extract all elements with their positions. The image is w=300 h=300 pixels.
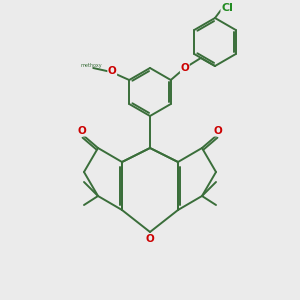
Text: methoxy: methoxy [80, 64, 102, 68]
Text: O: O [146, 234, 154, 244]
Text: O: O [108, 66, 117, 76]
Text: O: O [214, 126, 222, 136]
Text: O: O [180, 63, 189, 73]
Text: O: O [78, 126, 86, 136]
Text: Cl: Cl [221, 3, 233, 13]
